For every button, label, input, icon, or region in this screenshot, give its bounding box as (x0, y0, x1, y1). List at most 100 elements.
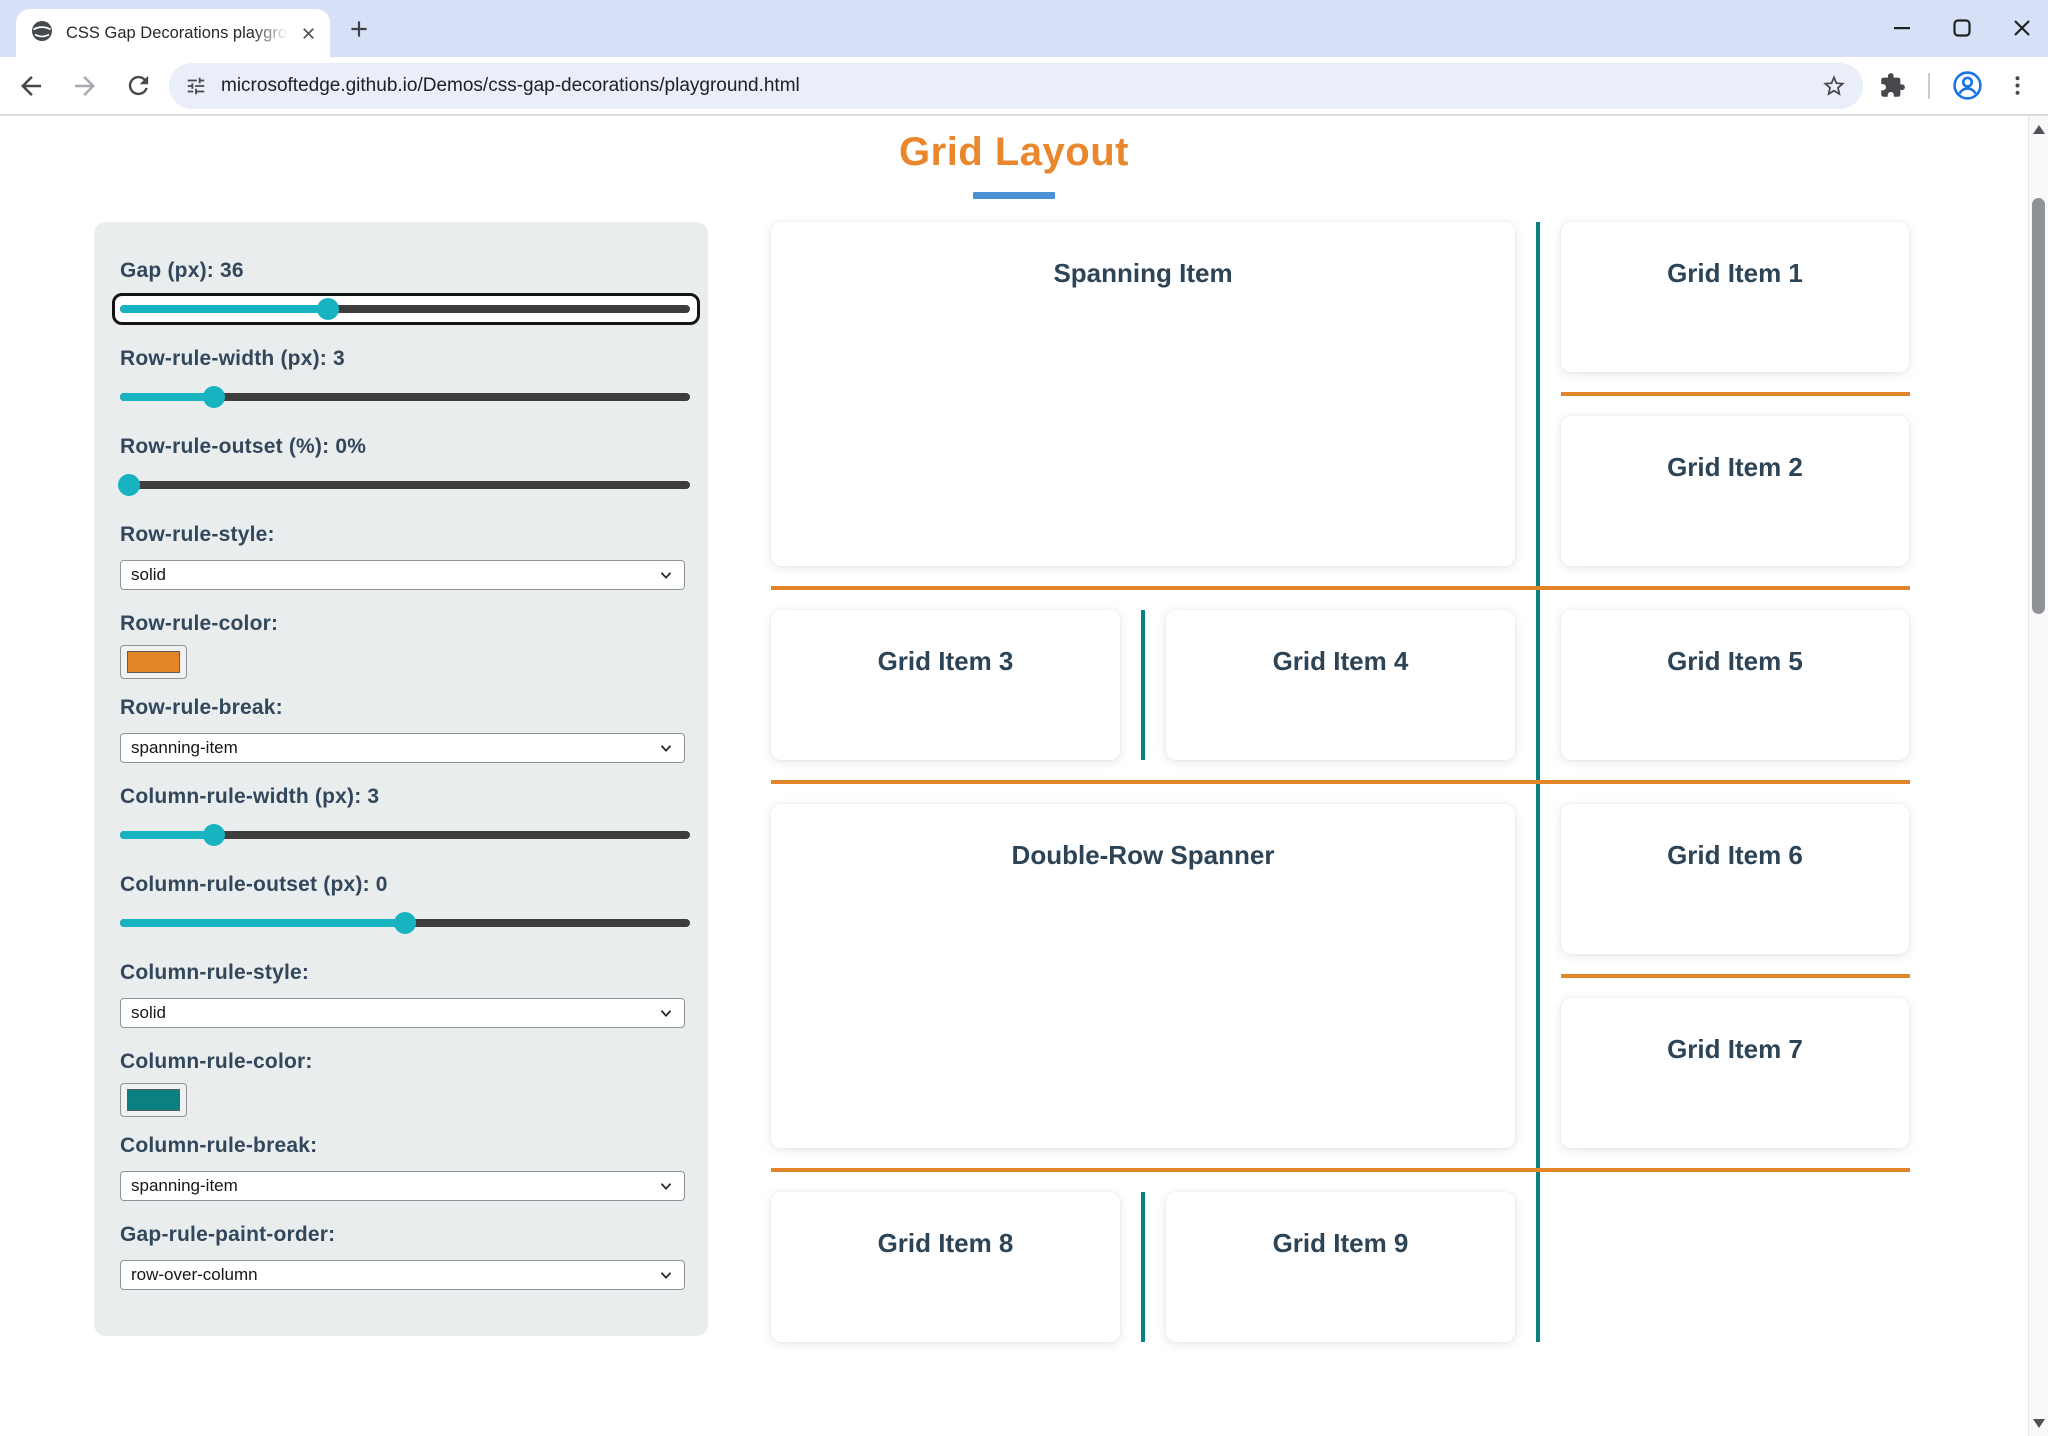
slider-thumb[interactable] (203, 824, 226, 846)
select-value: spanning-item (131, 1176, 238, 1195)
column-rule-style-label: Column-rule-style: (120, 961, 310, 984)
tab-bar: CSS Gap Decorations playgroun (0, 0, 2048, 57)
gap-slider[interactable] (112, 293, 700, 325)
column-rule-style-control: Column-rule-style: solid (120, 960, 685, 1028)
slider-track[interactable] (120, 831, 690, 839)
slider-track[interactable] (120, 393, 690, 401)
row-rule-style-select[interactable]: solid (120, 560, 685, 590)
browser-tab[interactable]: CSS Gap Decorations playgroun (16, 9, 330, 57)
browser-toolbar: microsoftedge.github.io/Demos/css-gap-de… (0, 57, 2048, 114)
url-bar[interactable]: microsoftedge.github.io/Demos/css-gap-de… (169, 62, 1863, 109)
chevron-down-icon (660, 1010, 672, 1018)
slider-fill (120, 305, 329, 313)
select-value: spanning-item (131, 738, 238, 757)
column-rule-segment (1141, 610, 1145, 760)
row-rule-break-control: Row-rule-break: spanning-item (120, 695, 685, 763)
column-rule-style-select[interactable]: solid (120, 998, 685, 1028)
column-rule-outset-control: Column-rule-outset (px): 0 (120, 872, 690, 936)
column-rule-width-control: Column-rule-width (px): 3 (120, 784, 690, 848)
row-rule-line (771, 1168, 1910, 1172)
gap-control: Gap (px): 36 (112, 258, 700, 325)
site-settings-tune-icon[interactable] (185, 75, 207, 97)
toolbar-divider (0, 114, 2048, 116)
row-rule-style-label: Row-rule-style: (120, 523, 275, 546)
new-tab-button[interactable] (346, 16, 372, 42)
reload-icon[interactable] (124, 71, 153, 100)
column-rule-width-slider[interactable] (120, 822, 690, 848)
chevron-down-icon (660, 1183, 672, 1191)
title-underline (973, 192, 1055, 199)
slider-thumb[interactable] (394, 912, 416, 934)
select-value: solid (131, 565, 166, 584)
row-rule-break-select[interactable]: spanning-item (120, 733, 685, 763)
grid-item-7-card: Grid Item 7 (1561, 998, 1909, 1148)
grid-item-2-card: Grid Item 2 (1561, 416, 1909, 566)
profile-avatar-icon[interactable] (1952, 70, 1983, 101)
grid-item-5-card: Grid Item 5 (1561, 610, 1909, 760)
chevron-down-icon (660, 745, 672, 753)
row-rule-width-control: Row-rule-width (px): 3 (120, 346, 690, 410)
column-rule-color-label: Column-rule-color: (120, 1050, 313, 1073)
grid-item-9-card: Grid Item 9 (1166, 1192, 1515, 1342)
scroll-down-icon[interactable] (2032, 1416, 2046, 1430)
window-close-button[interactable] (2012, 18, 2032, 38)
bookmark-star-icon[interactable] (1821, 73, 1847, 99)
favicon-globe-icon (30, 19, 54, 48)
gap-rule-paint-order-control: Gap-rule-paint-order: row-over-column (120, 1222, 685, 1290)
gap-rule-paint-order-label: Gap-rule-paint-order: (120, 1223, 336, 1246)
column-rule-color-picker[interactable] (120, 1083, 187, 1117)
row-rule-width-label: Row-rule-width (px): 3 (120, 347, 345, 370)
url-text[interactable]: microsoftedge.github.io/Demos/css-gap-de… (221, 74, 800, 96)
chevron-down-icon (660, 1272, 672, 1280)
extensions-puzzle-icon[interactable] (1879, 72, 1906, 99)
row-rule-width-slider[interactable] (120, 384, 690, 410)
slider-thumb[interactable] (317, 298, 340, 320)
row-rule-outset-label: Row-rule-outset (%): 0% (120, 435, 367, 458)
select-value: solid (131, 1003, 166, 1022)
forward-icon[interactable] (70, 71, 100, 101)
menu-three-dots-icon[interactable] (2005, 73, 2030, 98)
page-title: Grid Layout (899, 130, 1129, 174)
color-swatch (127, 651, 180, 673)
grid-demo: Spanning Item Grid Item 1 Grid Item 2 Gr… (771, 222, 1910, 1342)
slider-fill (120, 831, 215, 839)
grid-item-6-card: Grid Item 6 (1561, 804, 1909, 954)
grid-item-1-card: Grid Item 1 (1561, 222, 1909, 372)
slider-track[interactable] (120, 481, 690, 489)
gap-rule-paint-order-select[interactable]: row-over-column (120, 1260, 685, 1290)
select-value: row-over-column (131, 1265, 258, 1284)
row-rule-segment (1561, 392, 1910, 396)
grid-item-8-card: Grid Item 8 (771, 1192, 1120, 1342)
chevron-down-icon (660, 572, 672, 580)
slider-track[interactable] (120, 305, 690, 313)
spanning-item-card: Spanning Item (771, 222, 1515, 566)
slider-fill (120, 393, 215, 401)
column-rule-break-select[interactable]: spanning-item (120, 1171, 685, 1201)
grid-item-3-card: Grid Item 3 (771, 610, 1120, 760)
column-rule-outset-label: Column-rule-outset (px): 0 (120, 873, 388, 896)
tab-close-icon[interactable] (299, 24, 318, 43)
window-minimize-button[interactable] (1892, 18, 1912, 38)
gap-label: Gap (px): 36 (120, 259, 244, 282)
column-rule-outset-slider[interactable] (120, 910, 690, 936)
double-row-spanner-card: Double-Row Spanner (771, 804, 1515, 1148)
row-rule-outset-slider[interactable] (117, 472, 690, 498)
slider-thumb[interactable] (117, 474, 140, 496)
row-rule-segment (1561, 974, 1910, 978)
row-rule-line (771, 780, 1910, 784)
row-rule-color-picker[interactable] (120, 645, 187, 679)
slider-thumb[interactable] (203, 386, 226, 408)
grid-item-4-card: Grid Item 4 (1166, 610, 1515, 760)
scrollbar-thumb[interactable] (2032, 198, 2045, 614)
back-icon[interactable] (16, 71, 46, 101)
color-swatch (127, 1089, 180, 1111)
tab-title: CSS Gap Decorations playgroun (66, 23, 293, 42)
page-scrollbar[interactable] (2028, 116, 2048, 1436)
row-rule-color-control: Row-rule-color: (120, 611, 684, 679)
scroll-up-icon[interactable] (2032, 122, 2046, 136)
row-rule-style-control: Row-rule-style: solid (120, 522, 685, 590)
row-rule-break-label: Row-rule-break: (120, 696, 283, 719)
controls-panel: Gap (px): 36 Row-rule-width (px): 3 Row-… (94, 222, 708, 1336)
window-maximize-button[interactable] (1952, 18, 1972, 38)
column-rule-segment (1141, 1192, 1145, 1342)
